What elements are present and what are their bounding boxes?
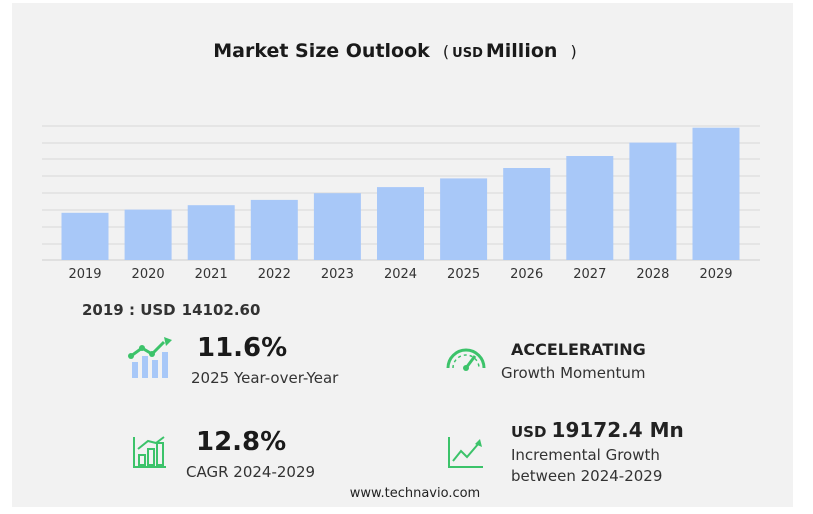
cagr-value: 12.8% [196, 427, 287, 457]
momentum-label: Growth Momentum [501, 364, 646, 382]
x-tick-label-2028: 2028 [636, 267, 669, 282]
x-tick-label-2023: 2023 [321, 267, 354, 282]
yoy-label: 2025 Year-over-Year [191, 369, 339, 387]
title-main: Market Size Outlook [213, 40, 430, 62]
speedometer-icon [446, 348, 486, 371]
bar-2025 [440, 178, 488, 260]
x-tick-label-2025: 2025 [447, 267, 480, 282]
bar-chart: 2019 2020 2021 2022 2023 2024 2025 2026 2027 2028… [42, 125, 760, 282]
incremental-number: 19172.4 Mn [551, 418, 684, 442]
x-tick-label-2027: 2027 [573, 267, 606, 282]
growth-bars-icon [128, 337, 172, 378]
bar-2026 [503, 168, 551, 260]
bar-2027 [566, 156, 614, 260]
x-tick-label-2020: 2020 [132, 267, 165, 282]
x-tick-label-2019: 2019 [68, 267, 101, 282]
bar-2022 [250, 199, 298, 260]
x-tick-label-2029: 2029 [699, 267, 732, 282]
source-footer: www.technavio.com [349, 486, 481, 501]
title-currency: USD [452, 46, 483, 61]
title-close-paren: ) [570, 42, 577, 61]
cagr-label: CAGR 2024-2029 [186, 463, 316, 481]
bar-2024 [377, 187, 424, 260]
chart-title: Market Size Outlook (USD Million ) [0, 40, 790, 62]
first-year-label: 2019 : USD [82, 301, 176, 319]
first-year-number: 14102.60 [181, 301, 261, 319]
bar-chart-up-icon [133, 436, 166, 468]
x-tick-label-2021: 2021 [195, 267, 228, 282]
first-year-value: 2019 : USD 14102.60 [82, 301, 260, 319]
bar-2023 [313, 193, 361, 260]
trend-line-icon [448, 437, 483, 468]
bar-2019 [61, 212, 109, 260]
x-tick-label-2022: 2022 [258, 267, 291, 282]
x-tick-label-2024: 2024 [384, 267, 417, 282]
bar-2021 [187, 205, 235, 260]
incremental-value: USD 19172.4 Mn [511, 418, 684, 442]
incremental-label-2: between 2024-2029 [511, 467, 663, 485]
bar-2020 [124, 209, 172, 260]
title-unit: Million [485, 40, 558, 62]
yoy-value: 11.6% [197, 333, 288, 363]
incremental-currency: USD [511, 423, 547, 441]
incremental-label-1: Incremental Growth [511, 446, 660, 464]
title-open-paren: ( [442, 42, 450, 61]
x-tick-label-2026: 2026 [510, 267, 543, 282]
bar-2029 [692, 127, 740, 260]
momentum-value: ACCELERATING [511, 340, 646, 359]
bar-2028 [629, 142, 677, 260]
